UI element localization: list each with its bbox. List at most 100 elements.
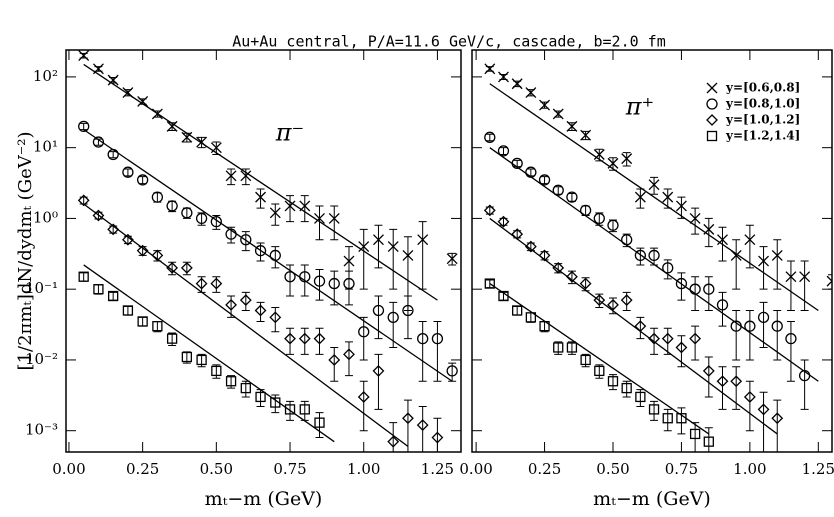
error-bar bbox=[109, 291, 118, 301]
error-bar bbox=[300, 264, 309, 297]
diamond-marker bbox=[743, 391, 756, 403]
square-marker bbox=[299, 404, 310, 415]
cross-marker bbox=[181, 131, 193, 143]
error-bar bbox=[540, 176, 549, 185]
diamond-marker bbox=[298, 332, 311, 345]
fit-line bbox=[489, 283, 710, 435]
circle-marker bbox=[744, 320, 756, 332]
cross-marker bbox=[730, 249, 742, 261]
circle-marker bbox=[798, 369, 811, 382]
cross-marker bbox=[689, 212, 701, 224]
cross-marker bbox=[675, 200, 687, 212]
cross-marker bbox=[373, 234, 384, 246]
circle-marker bbox=[107, 148, 119, 161]
fit-line bbox=[83, 63, 438, 301]
circle-marker bbox=[151, 191, 164, 203]
diamond-marker bbox=[716, 375, 729, 388]
error-bar bbox=[828, 274, 832, 290]
square-marker bbox=[152, 321, 163, 332]
error-bar bbox=[786, 260, 795, 311]
diamond-marker bbox=[483, 204, 496, 217]
diamond-marker bbox=[166, 261, 179, 274]
cross-marker bbox=[484, 63, 496, 75]
panel-label: π⁺ bbox=[625, 93, 654, 121]
fit-line bbox=[83, 264, 335, 443]
cross-marker bbox=[343, 255, 355, 267]
circle-marker bbox=[446, 365, 458, 377]
error-bar bbox=[330, 205, 339, 241]
error-bar bbox=[286, 327, 295, 355]
diamond-marker bbox=[730, 375, 743, 388]
error-bar bbox=[315, 268, 324, 301]
cross-marker bbox=[196, 136, 208, 148]
cross-marker bbox=[314, 212, 325, 224]
error-bar bbox=[256, 188, 265, 209]
cross-marker bbox=[826, 275, 832, 287]
cross-marker bbox=[717, 234, 728, 246]
square-marker bbox=[255, 391, 266, 403]
cross-marker bbox=[299, 200, 311, 212]
cross-marker bbox=[785, 271, 797, 283]
cross-marker bbox=[621, 153, 633, 165]
cross-marker bbox=[648, 179, 660, 191]
x-tick-label: 0.75 bbox=[665, 460, 698, 478]
diamond-marker bbox=[92, 209, 105, 222]
error-bar bbox=[374, 224, 383, 269]
diamond-marker bbox=[357, 391, 370, 403]
cross-marker bbox=[417, 234, 429, 246]
error-bar bbox=[374, 353, 383, 410]
circle-marker bbox=[757, 311, 770, 323]
square-marker bbox=[635, 391, 646, 403]
error-bar bbox=[677, 407, 686, 435]
cross-marker bbox=[525, 87, 537, 99]
circle-marker bbox=[497, 145, 510, 157]
square-marker bbox=[525, 312, 537, 323]
y-tick-label: 10⁰ bbox=[33, 208, 58, 226]
diamond-marker bbox=[180, 261, 193, 274]
diamond-marker bbox=[343, 348, 355, 361]
x-tick-label: 1.25 bbox=[802, 460, 834, 478]
cross-marker bbox=[107, 74, 119, 86]
error-bar bbox=[389, 228, 398, 290]
error-bar bbox=[138, 176, 147, 185]
cross-marker bbox=[387, 241, 399, 253]
cross-marker bbox=[744, 234, 756, 246]
square-marker bbox=[137, 316, 148, 327]
fit-line bbox=[83, 203, 409, 447]
cross-marker bbox=[607, 157, 619, 169]
circle-marker bbox=[771, 320, 783, 332]
circle-marker bbox=[785, 332, 797, 345]
circle-marker bbox=[122, 166, 134, 178]
error-bar bbox=[418, 405, 427, 452]
circle-marker bbox=[136, 174, 149, 186]
cross-marker bbox=[593, 149, 605, 160]
x-tick-label: 0.50 bbox=[596, 460, 629, 478]
error-bar bbox=[636, 188, 645, 209]
square-marker bbox=[621, 382, 632, 394]
x-tick-label: 0.75 bbox=[273, 460, 306, 478]
error-bar bbox=[123, 168, 132, 177]
plot-area bbox=[483, 63, 832, 452]
diamond-marker bbox=[225, 298, 237, 311]
x-tick-label: 0.00 bbox=[52, 460, 85, 478]
diamond-marker bbox=[107, 223, 120, 236]
diamond-marker bbox=[497, 215, 510, 228]
y-tick-label: 10⁻¹ bbox=[25, 279, 58, 297]
diamond-marker bbox=[121, 233, 134, 246]
error-bar bbox=[123, 235, 132, 245]
error-bar bbox=[403, 295, 412, 340]
x-axis-label: mₜ−m (GeV) bbox=[205, 488, 323, 510]
diamond-marker bbox=[195, 277, 208, 290]
circle-marker bbox=[566, 191, 578, 203]
error-bar bbox=[718, 226, 727, 262]
diamond-marker bbox=[552, 261, 565, 274]
circle-marker bbox=[538, 174, 551, 186]
plot-frame bbox=[65, 49, 462, 453]
square-marker bbox=[594, 365, 605, 377]
error-bar bbox=[94, 284, 103, 295]
cross-marker bbox=[225, 170, 237, 182]
error-bar bbox=[300, 400, 309, 421]
error-bar bbox=[271, 203, 280, 226]
error-bar bbox=[241, 168, 250, 186]
plot-frame bbox=[471, 49, 833, 453]
